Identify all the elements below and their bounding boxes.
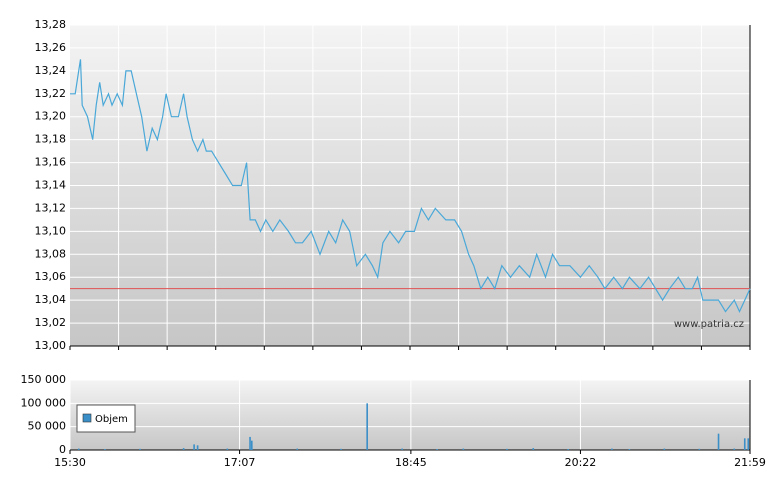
x-tick-label: 21:59 xyxy=(734,456,766,469)
y-tick-label: 13,28 xyxy=(35,18,67,31)
x-tick-label: 20:22 xyxy=(565,456,597,469)
volume-bar xyxy=(250,440,253,450)
volume-bar xyxy=(747,438,750,450)
y-tick-label: 13,02 xyxy=(35,316,67,329)
volume-bar xyxy=(532,448,535,450)
volume-bar xyxy=(717,433,720,450)
volume-bar xyxy=(340,448,342,450)
x-tick-label: 17:07 xyxy=(224,456,256,469)
volume-bar xyxy=(104,449,106,450)
volume-bar xyxy=(743,438,746,450)
y-tick-label: 13,08 xyxy=(35,247,67,260)
x-tick-label: 15:30 xyxy=(54,456,86,469)
y-tick-label: 13,10 xyxy=(35,224,67,237)
y-tick-label: 13,24 xyxy=(35,64,67,77)
volume-bar xyxy=(506,448,508,450)
y-tick-label: 13,00 xyxy=(35,339,67,352)
y-tick-label: 150 000 xyxy=(21,373,67,386)
watermark: www.patria.cz xyxy=(674,319,744,330)
y-tick-label: 50 000 xyxy=(28,420,67,433)
y-tick-label: 13,04 xyxy=(35,293,67,306)
y-tick-label: 13,06 xyxy=(35,270,67,283)
volume-bar xyxy=(296,448,299,450)
volume-bar xyxy=(366,403,368,450)
volume-bar xyxy=(436,449,438,450)
y-tick-label: 100 000 xyxy=(21,396,67,409)
y-tick-label: 13,14 xyxy=(35,179,67,192)
volume-bar xyxy=(611,448,613,450)
plot-area xyxy=(70,380,750,450)
volume-bar xyxy=(567,449,570,450)
y-tick-label: 13,18 xyxy=(35,133,67,146)
y-tick-label: 13,20 xyxy=(35,110,67,123)
volume-bar xyxy=(628,449,631,450)
volume-bar xyxy=(663,448,666,450)
y-tick-label: 13,12 xyxy=(35,201,67,214)
legend-swatch xyxy=(82,413,92,423)
x-tick-label: 18:45 xyxy=(395,456,427,469)
volume-bar xyxy=(193,444,195,450)
volume-bar xyxy=(182,448,185,450)
y-tick-label: 13,22 xyxy=(35,87,67,100)
volume-bar xyxy=(401,448,403,450)
legend-label: Objem xyxy=(95,414,128,425)
y-tick-label: 13,26 xyxy=(35,41,67,54)
volume-bar xyxy=(139,448,141,450)
volume-bar xyxy=(698,448,701,450)
volume-bar xyxy=(249,436,251,450)
volume-bar xyxy=(196,445,199,450)
volume-bar xyxy=(226,448,229,450)
volume-bar xyxy=(733,448,736,450)
price-line xyxy=(70,59,751,314)
y-tick-label: 0 xyxy=(59,443,66,456)
volume-bar xyxy=(462,448,465,450)
y-tick-label: 13,16 xyxy=(35,156,67,169)
volume-bar xyxy=(77,448,80,450)
